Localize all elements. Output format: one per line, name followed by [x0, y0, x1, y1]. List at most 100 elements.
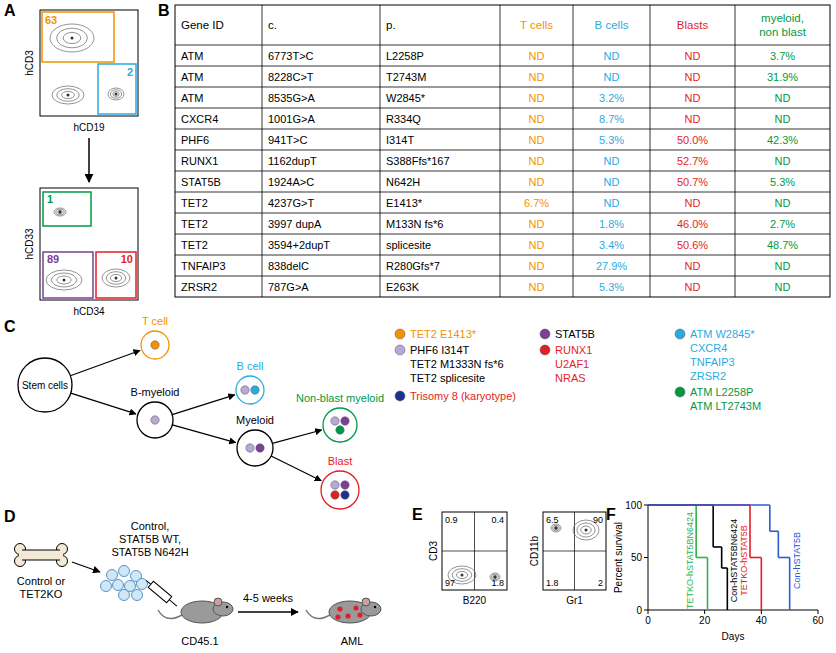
- contour-core: [63, 279, 66, 282]
- contour: [52, 86, 84, 104]
- table-cell: ND: [685, 281, 701, 293]
- flow-plot: [40, 188, 138, 300]
- survival-drop: [778, 531, 780, 557]
- arrow: [88, 138, 90, 182]
- clone-dot: [341, 417, 349, 425]
- contour: [57, 276, 71, 284]
- table-cell: ATM: [181, 50, 203, 62]
- lineage-arrow: [70, 350, 140, 375]
- table-cell: TET2: [181, 239, 208, 251]
- node-label: B-myeloid: [131, 386, 180, 398]
- table-cell: RUNX1: [181, 155, 218, 167]
- contour: [110, 274, 121, 281]
- node-label: Myeloid: [236, 414, 274, 426]
- table-cell: ND: [604, 50, 620, 62]
- survival-chart: 0501000204060: [625, 500, 824, 627]
- table-cell: 1001G>A: [268, 113, 315, 125]
- cell: [132, 590, 143, 601]
- table-cell: 48.7%: [767, 239, 798, 251]
- legend-dot: [395, 391, 405, 401]
- mouse-ear: [362, 598, 370, 606]
- table-cell: ND: [685, 71, 701, 83]
- survival-drop: [712, 505, 714, 547]
- legend-text: STAT5B: [555, 328, 595, 340]
- schematic-text: 4-5 weeks: [243, 592, 294, 604]
- table-cell: TET2: [181, 197, 208, 209]
- axis-label: hCD3: [24, 50, 35, 76]
- plot-frame: [40, 188, 138, 300]
- axis-label: B220: [463, 595, 487, 606]
- table-cell: 46.0%: [677, 218, 708, 230]
- lineage-diagram: [18, 329, 685, 509]
- legend-text: CXCR4: [690, 342, 727, 354]
- contour-core: [71, 37, 74, 40]
- schematic-text: STAT5B N642H: [111, 546, 188, 558]
- cell-node: [321, 471, 359, 509]
- gate-value: 2: [127, 66, 133, 78]
- quadrant-value: 0.9: [445, 515, 458, 525]
- quadrant-line: [442, 551, 507, 552]
- table-cell: 5.3%: [770, 176, 795, 188]
- table-row-line: [175, 276, 830, 277]
- contour-core: [555, 527, 558, 530]
- table-cell: ND: [529, 71, 545, 83]
- table-row-line: [175, 213, 830, 214]
- table-cell: ND: [775, 92, 791, 104]
- panel-label: F: [606, 506, 616, 523]
- contour: [51, 273, 76, 287]
- table-cell: 8.7%: [599, 113, 624, 125]
- table-cell: 2.7%: [770, 218, 795, 230]
- table-cell: ND: [529, 155, 545, 167]
- legend-dot: [540, 345, 550, 355]
- panel-label: A: [4, 2, 16, 19]
- schematic-text: AML: [341, 635, 364, 647]
- node-label: Blast: [328, 455, 352, 467]
- series-label: Con-hSTAT5BN6424: [729, 519, 739, 603]
- legend-text: TET2 splicesite: [410, 372, 485, 384]
- table-row-line: [175, 45, 830, 46]
- survival-step: [770, 530, 779, 532]
- schematic-text: Control or: [17, 575, 66, 587]
- axis-title: Days: [722, 631, 745, 642]
- syringe-barrel: [148, 581, 172, 603]
- axis-label: Gr1: [566, 595, 583, 606]
- table-cell: ND: [685, 92, 701, 104]
- clone-dot: [256, 444, 264, 452]
- gate: [43, 252, 93, 298]
- contour: [581, 526, 591, 534]
- contour: [577, 523, 595, 537]
- table-row-line: [175, 192, 830, 193]
- gate-value: 89: [47, 253, 59, 265]
- contour: [46, 270, 82, 290]
- plot-frame: [40, 10, 138, 116]
- table-cell: 52.7%: [677, 155, 708, 167]
- table-cell: ND: [604, 176, 620, 188]
- table-cell: 50.0%: [677, 134, 708, 146]
- axis-title: Percent survival: [613, 522, 624, 593]
- cell-node: [18, 358, 72, 412]
- table-cell: ND: [604, 155, 620, 167]
- tick-label: 40: [756, 615, 768, 626]
- table-row-line: [175, 255, 830, 256]
- clone-dot: [251, 386, 259, 394]
- quadrant-value: 90: [593, 515, 603, 525]
- legend-dot: [675, 329, 685, 339]
- contour: [57, 89, 79, 102]
- table-cell: 6773T>C: [268, 50, 314, 62]
- schematic: [15, 544, 382, 624]
- table-cell: 5.3%: [599, 281, 624, 293]
- cell: [137, 579, 148, 590]
- x-tick: [704, 610, 705, 614]
- leukemia-dot: [335, 614, 340, 619]
- table-row-line: [175, 66, 830, 67]
- mouse: [306, 598, 381, 623]
- table-header: c.: [268, 19, 277, 31]
- table-cell: 3997 dupA: [268, 218, 322, 230]
- leukemia-dot: [337, 606, 342, 611]
- table-cell: 838delC: [268, 260, 309, 272]
- legend-dot: [395, 345, 405, 355]
- schematic-text: STAT5B WT,: [119, 533, 181, 545]
- survival-drop: [749, 505, 751, 558]
- table-cell: ND: [529, 134, 545, 146]
- clone-dot: [151, 341, 159, 349]
